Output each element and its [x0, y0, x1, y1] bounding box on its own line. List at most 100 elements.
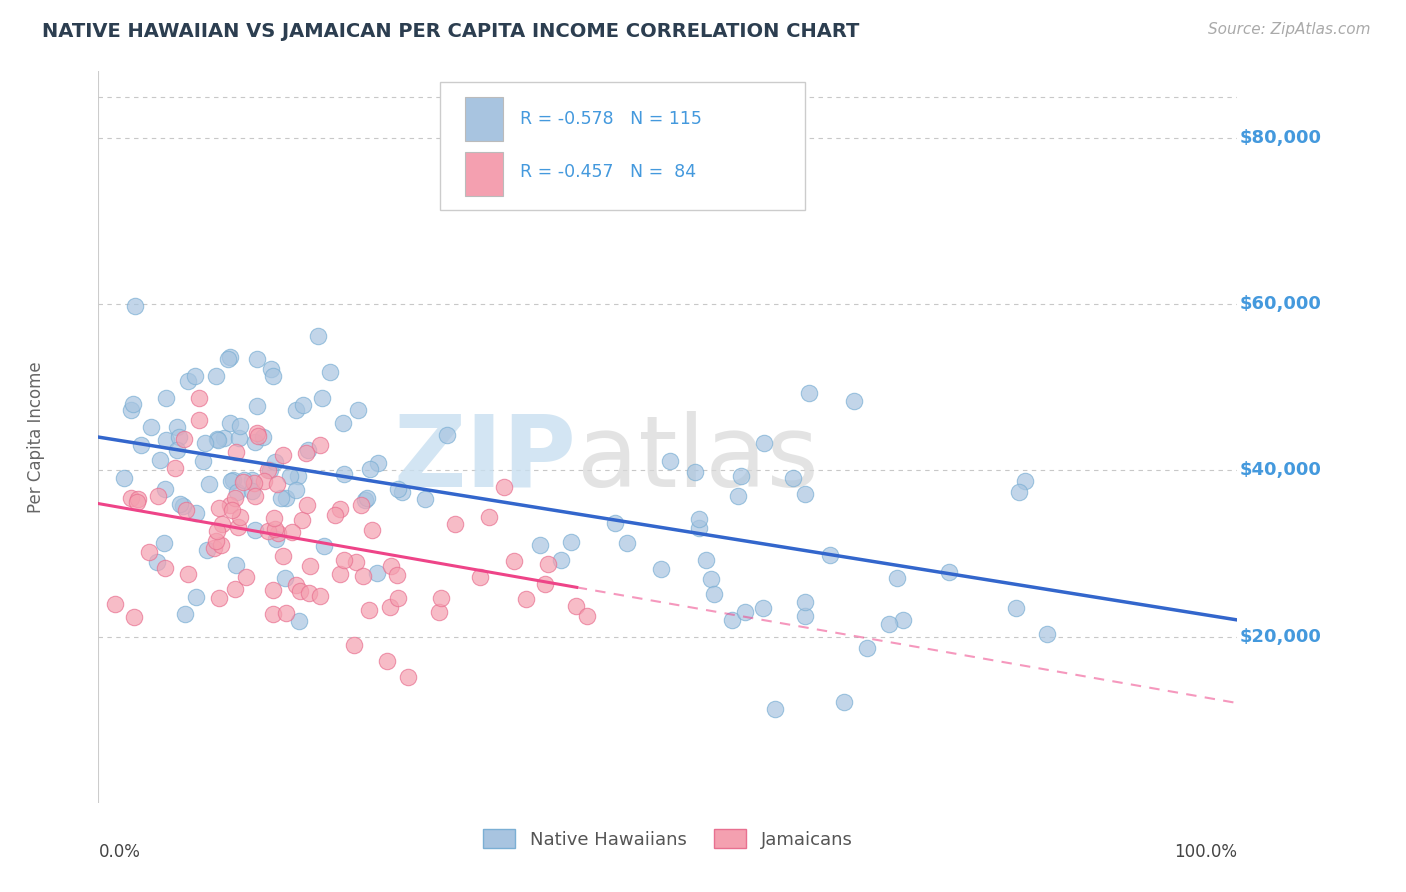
Point	[366, 566, 388, 580]
Point	[205, 432, 228, 446]
Point	[276, 491, 298, 506]
Point	[350, 498, 373, 512]
Point	[468, 570, 491, 584]
Point	[938, 565, 960, 579]
Point	[285, 403, 308, 417]
Point	[259, 463, 281, 477]
Point	[347, 403, 370, 417]
Point	[478, 509, 501, 524]
Point	[228, 431, 250, 445]
Text: NATIVE HAWAIIAN VS JAMAICAN PER CAPITA INCOME CORRELATION CHART: NATIVE HAWAIIAN VS JAMAICAN PER CAPITA I…	[42, 22, 859, 41]
Point	[319, 365, 342, 379]
Point	[436, 427, 458, 442]
Point	[367, 457, 389, 471]
Text: $60,000: $60,000	[1240, 295, 1322, 313]
Point	[782, 471, 804, 485]
Point	[155, 482, 177, 496]
Point	[173, 432, 195, 446]
Point	[155, 560, 177, 574]
Text: atlas: atlas	[576, 410, 818, 508]
Point	[683, 466, 706, 480]
Point	[246, 352, 269, 367]
Point	[155, 391, 177, 405]
Text: $40,000: $40,000	[1240, 461, 1322, 479]
Point	[357, 603, 380, 617]
Point	[688, 512, 710, 526]
Point	[246, 425, 269, 440]
Point	[129, 438, 152, 452]
Point	[225, 484, 247, 499]
Point	[387, 591, 409, 606]
Point	[560, 535, 582, 549]
Point	[285, 483, 308, 497]
Text: Source: ZipAtlas.com: Source: ZipAtlas.com	[1208, 22, 1371, 37]
Point	[127, 491, 149, 506]
Point	[333, 553, 356, 567]
Point	[124, 299, 146, 313]
Point	[891, 613, 914, 627]
Point	[184, 368, 207, 383]
Point	[281, 525, 304, 540]
Point	[120, 403, 142, 417]
Point	[332, 417, 354, 431]
Point	[307, 329, 329, 343]
Point	[148, 489, 170, 503]
Point	[219, 498, 242, 512]
Point	[703, 587, 725, 601]
Point	[361, 524, 384, 538]
Point	[202, 541, 225, 555]
Point	[274, 607, 297, 621]
Point	[385, 568, 408, 582]
Text: 0.0%: 0.0%	[98, 843, 141, 861]
Point	[818, 548, 841, 562]
Point	[240, 484, 263, 499]
Point	[257, 524, 280, 538]
Point	[344, 555, 367, 569]
Point	[260, 361, 283, 376]
Point	[231, 475, 253, 489]
Point	[288, 614, 311, 628]
Point	[229, 418, 252, 433]
Point	[576, 608, 599, 623]
Point	[278, 469, 301, 483]
Point	[380, 600, 402, 615]
Point	[155, 434, 177, 448]
Text: $80,000: $80,000	[1240, 128, 1322, 147]
Point	[413, 491, 436, 506]
Point	[309, 589, 332, 603]
Point	[224, 491, 246, 505]
Point	[688, 521, 710, 535]
FancyBboxPatch shape	[440, 82, 804, 211]
Bar	[465, 97, 503, 141]
Point	[122, 610, 145, 624]
Point	[550, 553, 572, 567]
Point	[245, 399, 267, 413]
Point	[229, 509, 252, 524]
Point	[291, 513, 314, 527]
Point	[153, 536, 176, 550]
Point	[1036, 627, 1059, 641]
Point	[720, 614, 742, 628]
Point	[146, 555, 169, 569]
Point	[195, 543, 218, 558]
Point	[225, 558, 247, 573]
Point	[127, 495, 149, 509]
Point	[354, 493, 377, 508]
Point	[298, 586, 321, 600]
Point	[243, 476, 266, 491]
Point	[264, 532, 287, 546]
Point	[263, 607, 285, 622]
Point	[169, 498, 191, 512]
Point	[211, 517, 233, 532]
Point	[263, 511, 285, 525]
Point	[218, 351, 240, 365]
Point	[271, 449, 294, 463]
Point	[308, 438, 330, 452]
Point	[208, 501, 231, 516]
Point	[104, 597, 127, 611]
Text: ZIP: ZIP	[394, 410, 576, 508]
Point	[794, 487, 817, 501]
Point	[225, 445, 247, 459]
Point	[1014, 474, 1036, 488]
Point	[194, 436, 217, 450]
